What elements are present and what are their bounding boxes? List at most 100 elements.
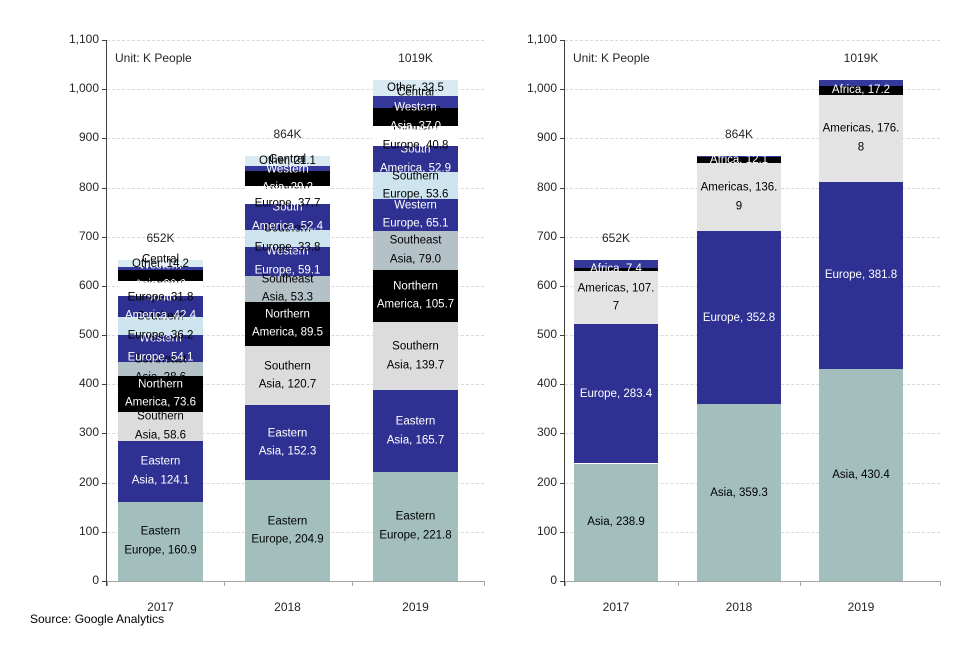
regions-segment-central-asia-2017 — [118, 267, 203, 271]
regions-segment-northern-europe-2018 — [245, 185, 330, 205]
continents-y-tick-label-700: 700 — [536, 228, 557, 243]
continents-year-2018: 2018 — [725, 600, 753, 614]
continents-unit-label: Unit: K People — [573, 51, 650, 65]
continents-y-tickmark-100 — [560, 531, 565, 533]
continents-y-tick-label-1,000: 1,000 — [526, 81, 557, 96]
regions-y-tick-label-400: 400 — [78, 376, 99, 391]
continents-gridline-1,000 — [565, 89, 940, 91]
regions-x-tickmark-2 — [351, 581, 353, 586]
regions-y-tick-label-100: 100 — [78, 523, 99, 538]
regions-segment-southern-asia-2018 — [245, 345, 330, 406]
continents-y-tickmark-300 — [560, 433, 565, 435]
regions-segment-western-europe-2019 — [373, 198, 458, 231]
regions-y-tickmark-600 — [102, 285, 107, 287]
regions-unit-label: Unit: K People — [115, 51, 192, 65]
regions-segment-other-2017 — [118, 260, 203, 268]
regions-y-tick-label-300: 300 — [78, 425, 99, 440]
continents-y-tickmark-200 — [560, 482, 565, 484]
continents-y-tick-label-900: 900 — [536, 130, 557, 145]
regions-year-2018: 2018 — [274, 600, 301, 614]
regions-y-tickmark-300 — [102, 433, 107, 435]
regions-segment-northern-europe-2019 — [373, 126, 458, 147]
continents-y-tick-label-0: 0 — [550, 573, 557, 587]
source-note: Source: Google Analytics — [30, 612, 165, 626]
regions-segment-eastern-asia-2019 — [373, 390, 458, 472]
regions-segment-southeast-asia-2017 — [118, 361, 203, 376]
continents-segment-asia-2019 — [819, 369, 903, 581]
regions-year-2017: 2017 — [147, 600, 174, 614]
regions-y-tickmark-0 — [102, 581, 107, 582]
continents-x-tickmark-2 — [800, 581, 801, 586]
regions-segment-south-america-2018 — [245, 204, 330, 231]
continents-segment-africa-2019 — [819, 86, 903, 95]
regions-segment-southern-europe-2017 — [118, 317, 203, 336]
regions-segment-central-asia-2019 — [373, 95, 458, 109]
continents-y-axis-line — [564, 40, 565, 586]
continents-segment-unlabeled-2018 — [697, 156, 781, 158]
continents-segment-africa-2018 — [697, 157, 781, 164]
regions-total-2017: 652K — [146, 231, 175, 246]
continents-segment-americas-2019 — [819, 94, 903, 182]
continents-y-tick-label-1,100: 1,100 — [526, 32, 557, 46]
regions-segment-eastern-europe-2018 — [245, 480, 330, 581]
regions-y-axis-line — [106, 40, 107, 586]
regions-segment-other-2018 — [245, 156, 330, 167]
continents-gridline-1,100 — [565, 40, 940, 41]
continents-total-2018: 864K — [724, 127, 754, 142]
continents-segment-africa-2017 — [574, 267, 658, 272]
regions-y-tick-label-500: 500 — [78, 327, 99, 342]
regions-y-tick-label-1,000: 1,000 — [68, 81, 99, 96]
regions-segment-northern-america-2019 — [373, 269, 458, 322]
continents-y-tickmark-800 — [560, 187, 565, 189]
continents-y-tickmark-0 — [560, 581, 565, 582]
continents-y-tickmark-700 — [560, 236, 565, 238]
regions-y-tickmark-100 — [102, 531, 107, 533]
regions-segment-northern-europe-2017 — [118, 280, 203, 297]
regions-y-tick-label-600: 600 — [78, 277, 99, 292]
regions-segment-western-europe-2017 — [118, 335, 203, 362]
regions-total-2018: 864K — [273, 127, 302, 142]
continents-segment-europe-2019 — [819, 181, 903, 370]
continents-y-tick-label-200: 200 — [536, 474, 557, 489]
regions-segment-southern-asia-2019 — [373, 321, 458, 391]
regions-segment-eastern-europe-2017 — [118, 501, 203, 581]
regions-segment-south-america-2019 — [373, 146, 458, 173]
regions-segment-eastern-europe-2019 — [373, 471, 458, 581]
regions-x-axis-line — [107, 581, 484, 582]
regions-segment-northern-america-2017 — [118, 375, 203, 412]
regions-gridline-1,100 — [107, 40, 484, 41]
regions-y-tickmark-200 — [102, 482, 107, 484]
regions-segment-eastern-asia-2018 — [245, 405, 330, 481]
regions-segment-western-asia-2018 — [245, 171, 330, 186]
continents-segment-asia-2018 — [697, 404, 781, 581]
regions-segment-southern-europe-2018 — [245, 230, 330, 247]
continents-year-2017: 2017 — [602, 600, 630, 614]
continents-y-tick-label-400: 400 — [536, 376, 557, 391]
regions-y-tick-label-0: 0 — [92, 573, 99, 587]
continents-y-tickmark-500 — [560, 335, 565, 337]
continents-x-tickmark-3 — [940, 581, 941, 586]
regions-y-tick-label-800: 800 — [78, 179, 99, 194]
continents-y-tickmark-900 — [560, 138, 565, 140]
regions-segment-southeast-asia-2019 — [373, 230, 458, 270]
continents-segment-americas-2017 — [574, 271, 658, 325]
continents-y-tickmark-1,100 — [560, 40, 565, 41]
regions-y-tickmark-1,000 — [102, 89, 107, 91]
regions-y-tickmark-400 — [102, 384, 107, 386]
continents-x-axis-line — [565, 581, 940, 582]
continents-x-tickmark-0 — [565, 581, 566, 586]
regions-gridline-900 — [107, 138, 484, 140]
regions-y-tick-label-200: 200 — [78, 474, 99, 489]
continents-segment-europe-2017 — [574, 324, 658, 464]
regions-x-tickmark-3 — [484, 581, 485, 586]
continents-y-tick-label-600: 600 — [536, 277, 557, 292]
regions-x-tickmark-1 — [224, 581, 225, 586]
regions-segment-other-2019 — [373, 79, 458, 96]
regions-segment-eastern-asia-2017 — [118, 440, 203, 502]
regions-y-tickmark-1,100 — [102, 40, 107, 41]
continents-gridline-900 — [565, 138, 940, 140]
regions-segment-western-asia-2019 — [373, 108, 458, 127]
continents-segment-europe-2018 — [697, 230, 781, 405]
regions-y-tickmark-700 — [102, 236, 107, 238]
